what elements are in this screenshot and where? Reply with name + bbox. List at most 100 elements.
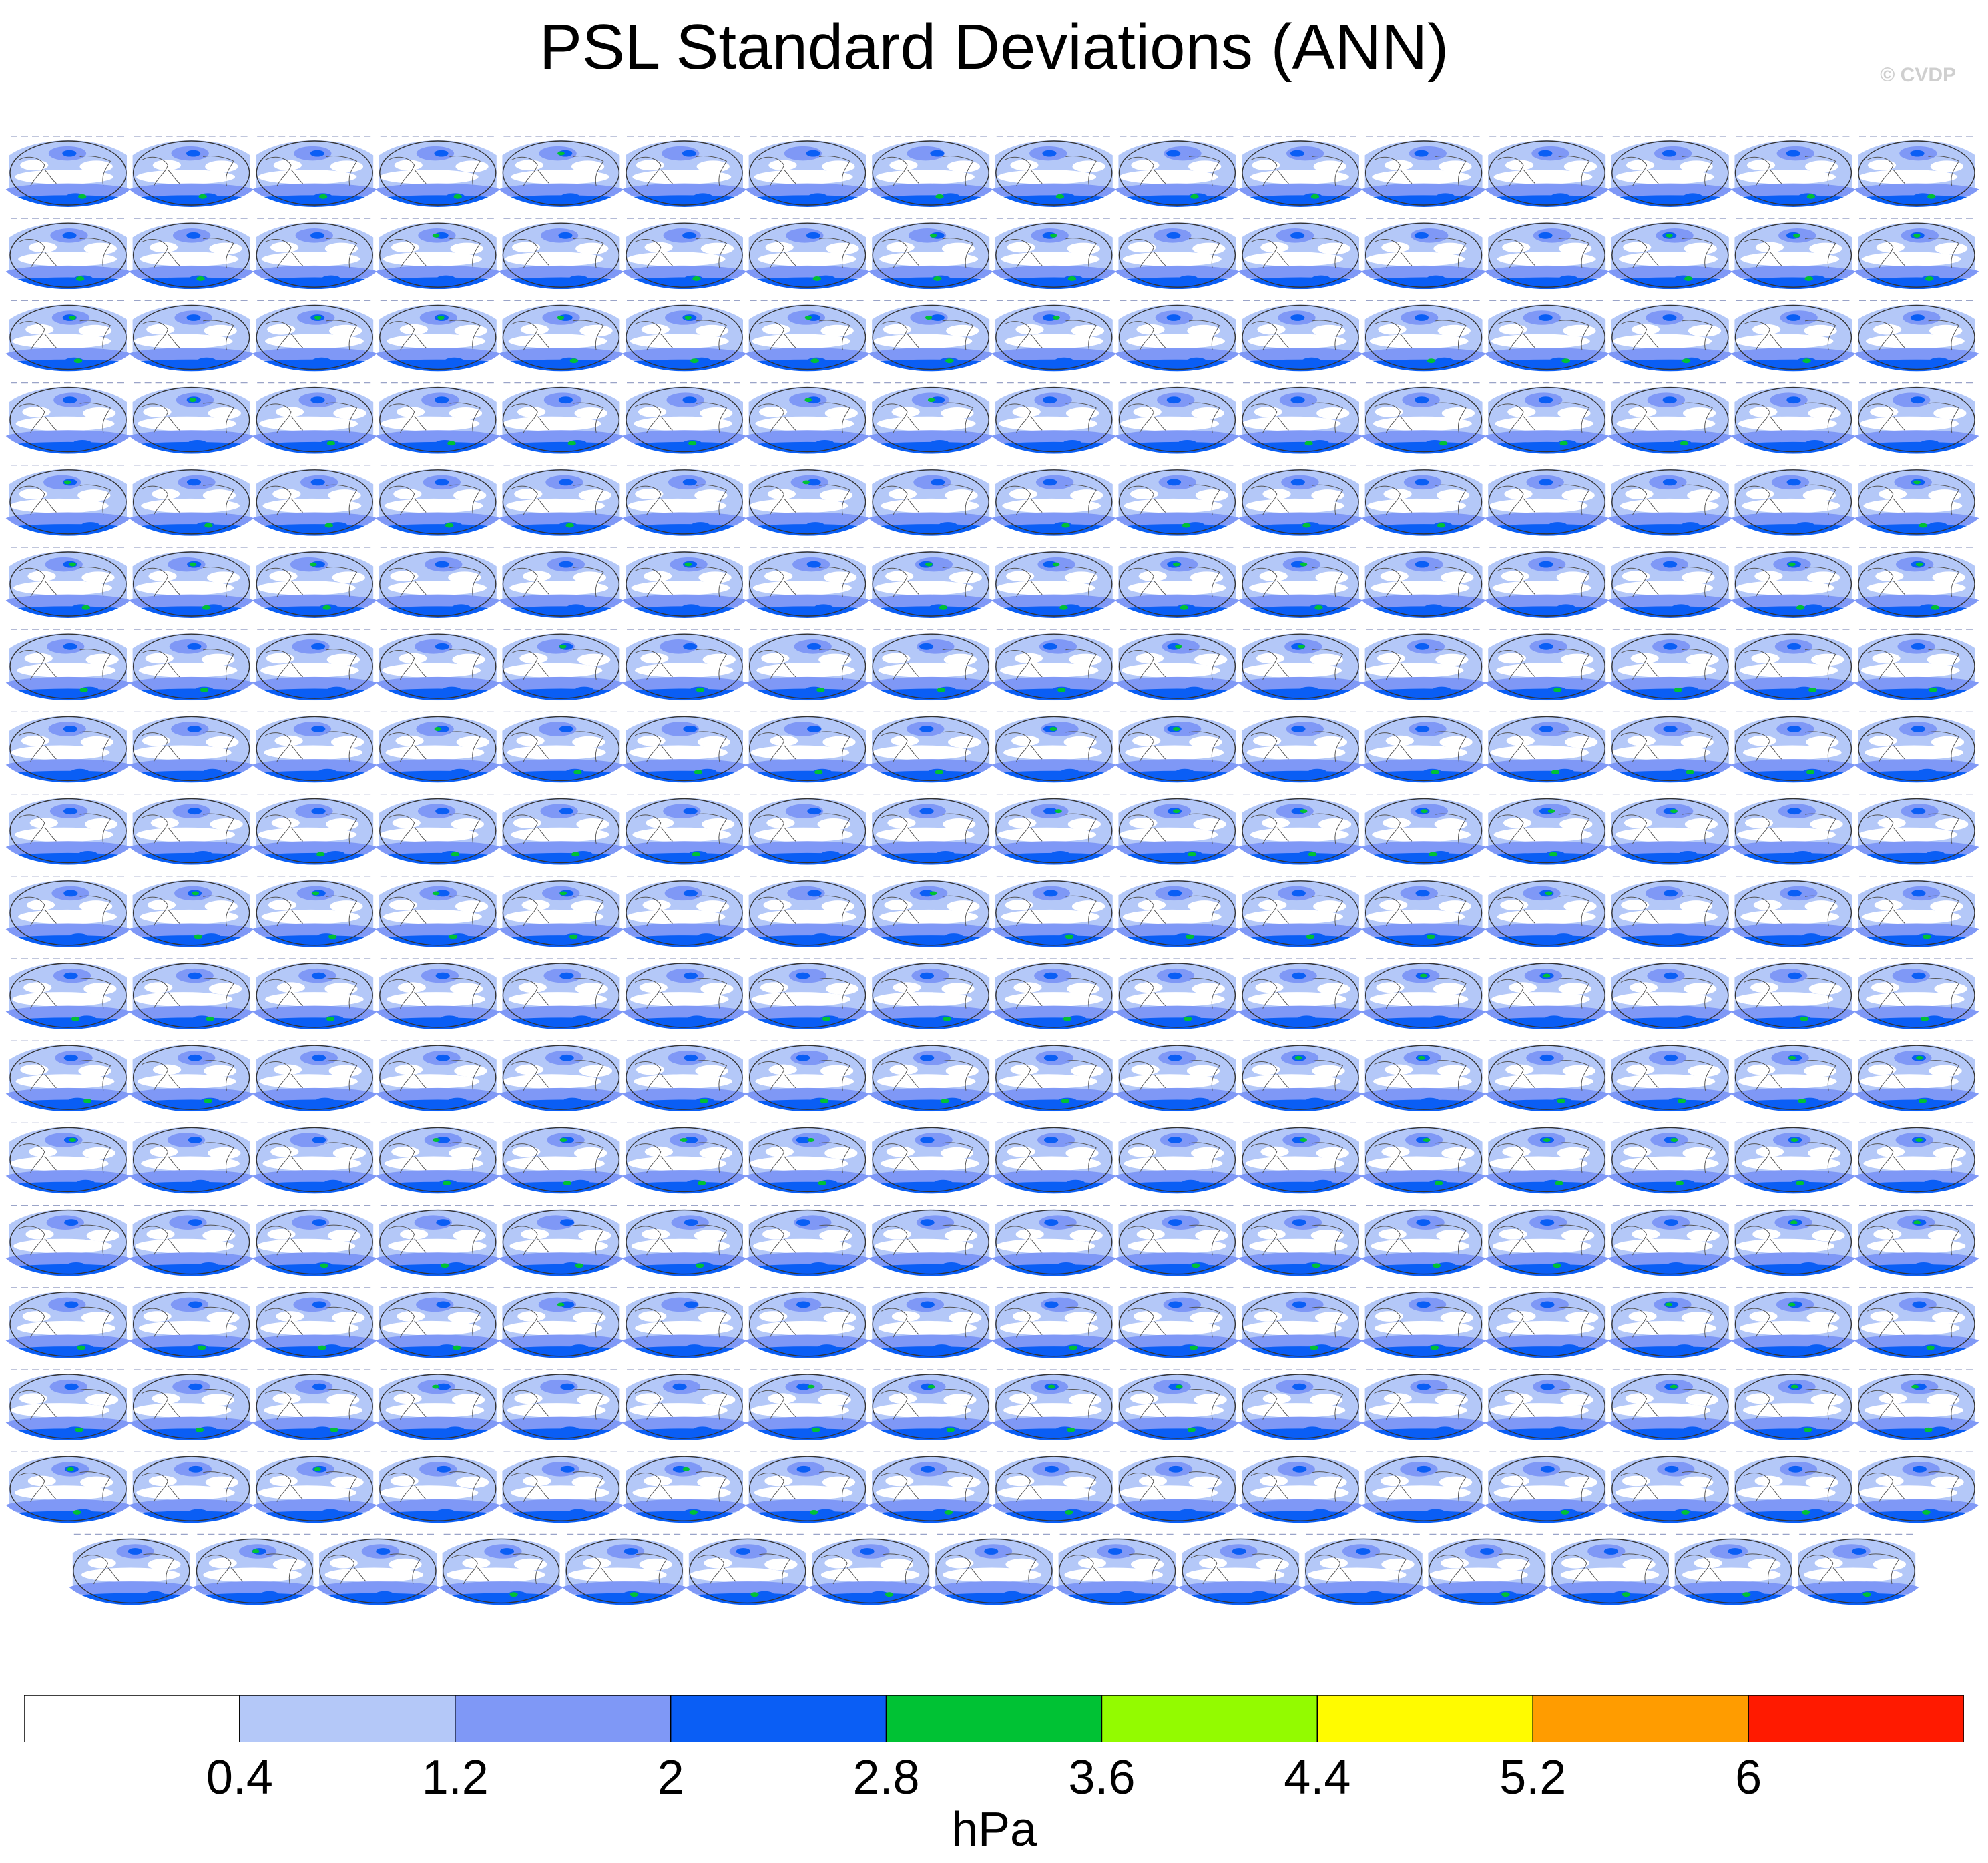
globe-outline <box>9 1456 127 1521</box>
globe-outline <box>872 1456 989 1521</box>
globe-outline <box>1858 1456 1975 1521</box>
globe-outline <box>1611 469 1729 535</box>
map-panel <box>0 876 139 947</box>
globe-outline <box>1242 880 1359 946</box>
globe-outline <box>626 222 743 288</box>
globe-outline <box>1118 304 1236 370</box>
globe-outline <box>9 1374 127 1439</box>
globe-outline <box>1118 222 1236 288</box>
map-panel <box>1476 1451 1618 1523</box>
globe-outline <box>1734 469 1852 535</box>
globe-outline <box>502 716 620 782</box>
map-panel <box>244 300 385 372</box>
globe-outline <box>995 304 1113 370</box>
map-panel <box>1722 1204 1864 1276</box>
globe-outline <box>319 1538 437 1604</box>
globe-outline <box>379 1456 497 1521</box>
map-panel <box>1230 876 1371 947</box>
globe-outline <box>379 633 497 699</box>
globe-outline <box>748 1209 866 1275</box>
globe-outline <box>256 1045 373 1110</box>
map-panel <box>1722 465 1864 536</box>
map-panel <box>860 711 1001 783</box>
map-panel <box>0 136 139 207</box>
map-panel <box>613 1369 755 1440</box>
globe-outline <box>132 1456 250 1521</box>
globe-outline <box>256 222 373 288</box>
globe-outline <box>9 304 127 370</box>
map-panel <box>1599 1451 1741 1523</box>
globe-outline <box>626 1292 743 1357</box>
globe-outline <box>872 880 989 946</box>
map-panel <box>983 136 1125 207</box>
map-panel <box>121 1204 262 1276</box>
map-panel <box>367 876 509 947</box>
map-panel <box>121 711 262 783</box>
map-panel <box>490 1451 632 1523</box>
map-panel <box>983 1122 1125 1194</box>
globe-outline <box>748 1045 866 1110</box>
globe-outline <box>1118 1209 1236 1275</box>
map-panel <box>613 218 755 290</box>
map-panel <box>1846 1451 1987 1523</box>
map-panel <box>1230 1040 1371 1112</box>
map-panel <box>983 1287 1125 1358</box>
globe-outline <box>1364 1127 1483 1193</box>
map-panel <box>244 793 385 865</box>
globe-outline <box>1364 469 1483 535</box>
map-panel <box>0 1122 139 1194</box>
globe-outline <box>502 304 620 370</box>
map-panel <box>1230 958 1371 1029</box>
globe-outline <box>502 1045 620 1110</box>
map-panel <box>1476 711 1618 783</box>
globe-outline <box>256 551 373 617</box>
globe-outline <box>502 1456 620 1521</box>
map-panel <box>1599 1040 1741 1112</box>
globe-outline <box>502 140 620 206</box>
globe-outline <box>1611 880 1729 946</box>
globe-outline <box>1488 1456 1605 1521</box>
globe-outline <box>256 469 373 535</box>
map-panel <box>1846 218 1987 290</box>
globe-outline <box>1858 140 1975 206</box>
map-panel <box>244 1451 385 1523</box>
map-panel <box>613 547 755 618</box>
globe-outline <box>995 1209 1113 1275</box>
colorbar-bin <box>24 1695 240 1742</box>
globe-outline <box>442 1538 560 1604</box>
globe-outline <box>1242 551 1359 617</box>
globe-outline <box>1734 1045 1852 1110</box>
globe-outline <box>9 798 127 864</box>
map-panel <box>860 1451 1001 1523</box>
globe-outline <box>1858 880 1975 946</box>
globe-outline <box>1242 1045 1359 1110</box>
globe-outline <box>748 551 866 617</box>
map-panel <box>367 1204 509 1276</box>
globe-outline <box>9 633 127 699</box>
globe-outline <box>1858 222 1975 288</box>
globe-outline <box>1488 551 1605 617</box>
map-panel <box>737 136 879 207</box>
map-panel <box>244 629 385 701</box>
map-panel <box>244 547 385 618</box>
map-panel <box>1846 1122 1987 1194</box>
globe-outline <box>872 222 989 288</box>
map-panel <box>1230 711 1371 783</box>
map-panel <box>1476 1287 1618 1358</box>
globe-outline <box>1364 963 1483 1028</box>
map-panel <box>613 1287 755 1358</box>
map-panel <box>983 218 1125 290</box>
globe-outline <box>132 1209 250 1275</box>
map-panel <box>860 547 1001 618</box>
map-panel <box>1106 629 1248 701</box>
globe-outline <box>1611 222 1729 288</box>
globe-outline <box>502 880 620 946</box>
map-panel <box>121 629 262 701</box>
map-panel <box>1106 1287 1248 1358</box>
map-panel <box>244 465 385 536</box>
map-panel <box>1476 218 1618 290</box>
globe-outline <box>1858 304 1975 370</box>
map-panel <box>983 876 1125 947</box>
map-panel <box>1416 1533 1557 1605</box>
globe-outline <box>1858 963 1975 1028</box>
